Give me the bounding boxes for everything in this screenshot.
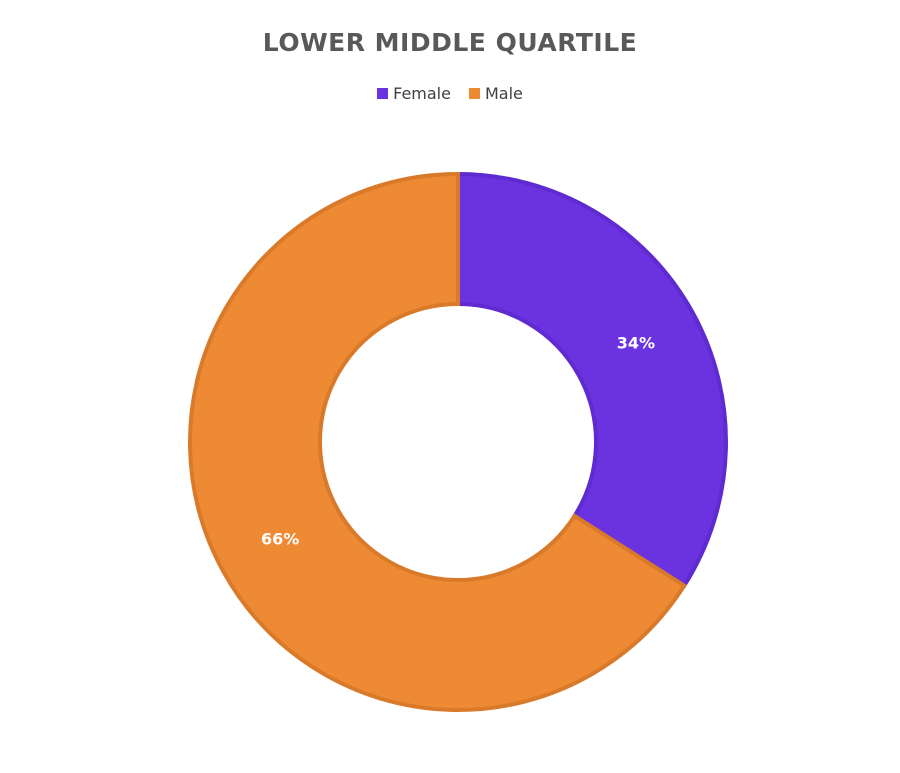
legend-label-female: Female (393, 84, 451, 103)
legend-swatch-male (468, 88, 480, 99)
legend-label-male: Male (484, 84, 523, 103)
chart-legend: Female Male (0, 84, 900, 103)
legend-item-female: Female (377, 84, 451, 103)
data-label-male: 66% (261, 529, 299, 548)
donut-slice-female (456, 171, 728, 589)
chart-title: LOWER MIDDLE QUARTILE (262, 28, 638, 57)
legend-swatch-female (377, 88, 389, 99)
data-label-female: 34% (617, 334, 655, 353)
legend-item-male: Male (468, 84, 523, 103)
donut-slice-male (188, 171, 688, 712)
